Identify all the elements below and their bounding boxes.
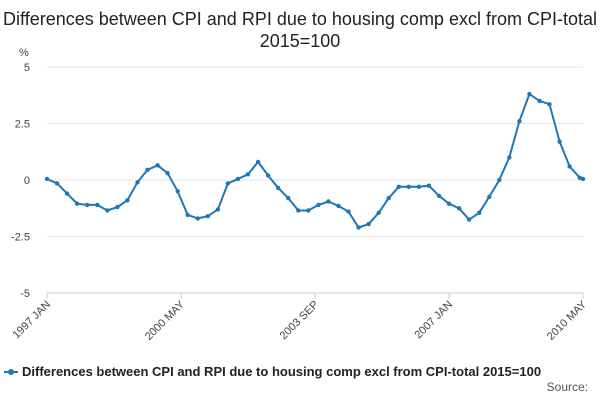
y-axis-ticks: 5 2.5 0 -2.5 -5 <box>11 62 30 300</box>
y-axis-label: % <box>19 47 29 59</box>
data-point[interactable] <box>306 208 311 213</box>
x-tick-label: 2010 MAY <box>545 298 590 343</box>
data-point[interactable] <box>580 176 586 182</box>
data-point[interactable] <box>356 225 361 230</box>
data-point[interactable] <box>205 214 210 219</box>
y-tick-label: 2.5 <box>15 119 30 131</box>
data-point[interactable] <box>135 180 140 185</box>
data-point[interactable] <box>527 91 532 97</box>
data-point[interactable] <box>396 184 401 189</box>
data-point[interactable] <box>336 203 341 209</box>
data-point[interactable] <box>446 201 452 206</box>
data-point[interactable] <box>567 164 572 169</box>
chart-title: Differences between CPI and RPI due to h… <box>3 9 597 51</box>
data-point[interactable] <box>105 208 110 213</box>
data-point[interactable] <box>537 98 542 104</box>
data-point[interactable] <box>487 194 492 200</box>
data-point[interactable] <box>436 193 442 198</box>
data-point[interactable] <box>276 185 281 191</box>
data-point[interactable] <box>175 189 180 194</box>
x-tick-label: 2000 MAY <box>143 298 188 343</box>
series-line <box>46 92 584 229</box>
data-point[interactable] <box>64 191 70 196</box>
data-point[interactable] <box>185 212 190 218</box>
legend-label: Differences between CPI and RPI due to h… <box>22 364 542 379</box>
data-point[interactable] <box>386 195 391 201</box>
data-point[interactable] <box>145 167 150 172</box>
data-point[interactable] <box>255 159 261 165</box>
data-point[interactable] <box>225 181 231 186</box>
data-point[interactable] <box>296 208 301 213</box>
x-axis-ticks: 1997 JAN 2000 MAY 2003 SEP 2007 JAN 2010 MAY <box>10 293 590 343</box>
data-point[interactable] <box>195 216 200 221</box>
x-tick-label: 1997 JAN <box>10 299 53 342</box>
data-point[interactable] <box>165 171 170 176</box>
data-point[interactable] <box>376 210 381 215</box>
data-point[interactable] <box>44 176 50 182</box>
data-point[interactable] <box>366 221 371 227</box>
y-tick-label: -5 <box>20 288 30 300</box>
data-point[interactable] <box>54 181 60 186</box>
data-point[interactable] <box>406 184 411 189</box>
data-point[interactable] <box>85 202 90 208</box>
data-point[interactable] <box>577 175 582 180</box>
series-markers <box>44 91 586 230</box>
grid-lines <box>47 66 583 294</box>
data-point[interactable] <box>456 206 462 211</box>
legend-line-icon <box>4 366 18 378</box>
data-point[interactable] <box>557 139 562 144</box>
data-point[interactable] <box>75 201 80 206</box>
data-point[interactable] <box>326 199 331 204</box>
data-point[interactable] <box>125 198 130 203</box>
data-point[interactable] <box>497 177 502 183</box>
data-point[interactable] <box>416 184 422 189</box>
data-point[interactable] <box>517 119 522 124</box>
source-label: Source: <box>546 380 588 394</box>
y-tick-label: -2.5 <box>11 232 30 244</box>
data-point[interactable] <box>155 163 160 168</box>
data-point[interactable] <box>235 176 241 182</box>
data-point[interactable] <box>245 172 251 177</box>
data-point[interactable] <box>265 173 271 178</box>
data-point[interactable] <box>547 102 552 107</box>
x-tick-label: 2007 JAN <box>412 299 455 342</box>
data-point[interactable] <box>507 155 512 160</box>
data-point[interactable] <box>477 210 482 215</box>
data-point[interactable] <box>426 183 432 188</box>
y-tick-label: 0 <box>24 175 30 187</box>
data-point[interactable] <box>286 195 291 201</box>
legend[interactable]: Differences between CPI and RPI due to h… <box>4 364 541 379</box>
data-point[interactable] <box>316 202 321 208</box>
y-tick-label: 5 <box>24 62 30 74</box>
data-point[interactable] <box>115 204 120 210</box>
data-point[interactable] <box>215 207 221 212</box>
data-point[interactable] <box>95 202 100 208</box>
x-tick-label: 2003 SEP <box>278 299 322 343</box>
data-point[interactable] <box>466 217 472 222</box>
data-point[interactable] <box>346 209 351 214</box>
